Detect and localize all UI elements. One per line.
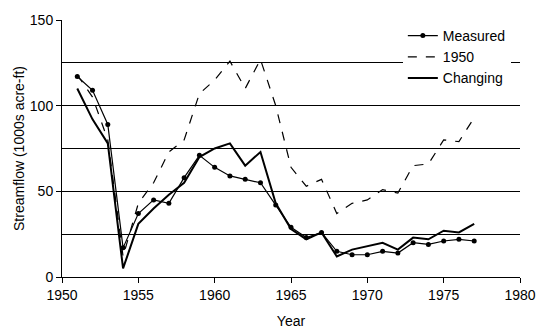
svg-text:1950: 1950 [46,287,77,303]
svg-text:Changing: Changing [443,70,503,86]
svg-text:0: 0 [45,269,53,285]
svg-text:1970: 1970 [352,287,383,303]
svg-text:100: 100 [30,98,54,114]
svg-text:1980: 1980 [504,287,535,303]
svg-text:1965: 1965 [275,287,306,303]
svg-text:50: 50 [38,183,54,199]
svg-text:Measured: Measured [443,28,505,44]
svg-text:1975: 1975 [428,287,459,303]
svg-text:150: 150 [30,12,54,28]
svg-text:1960: 1960 [199,287,230,303]
svg-text:Year: Year [277,313,306,329]
svg-text:Streamflow (1000s acre-ft): Streamflow (1000s acre-ft) [11,66,27,231]
svg-text:1955: 1955 [123,287,154,303]
svg-text:1950: 1950 [443,49,474,65]
